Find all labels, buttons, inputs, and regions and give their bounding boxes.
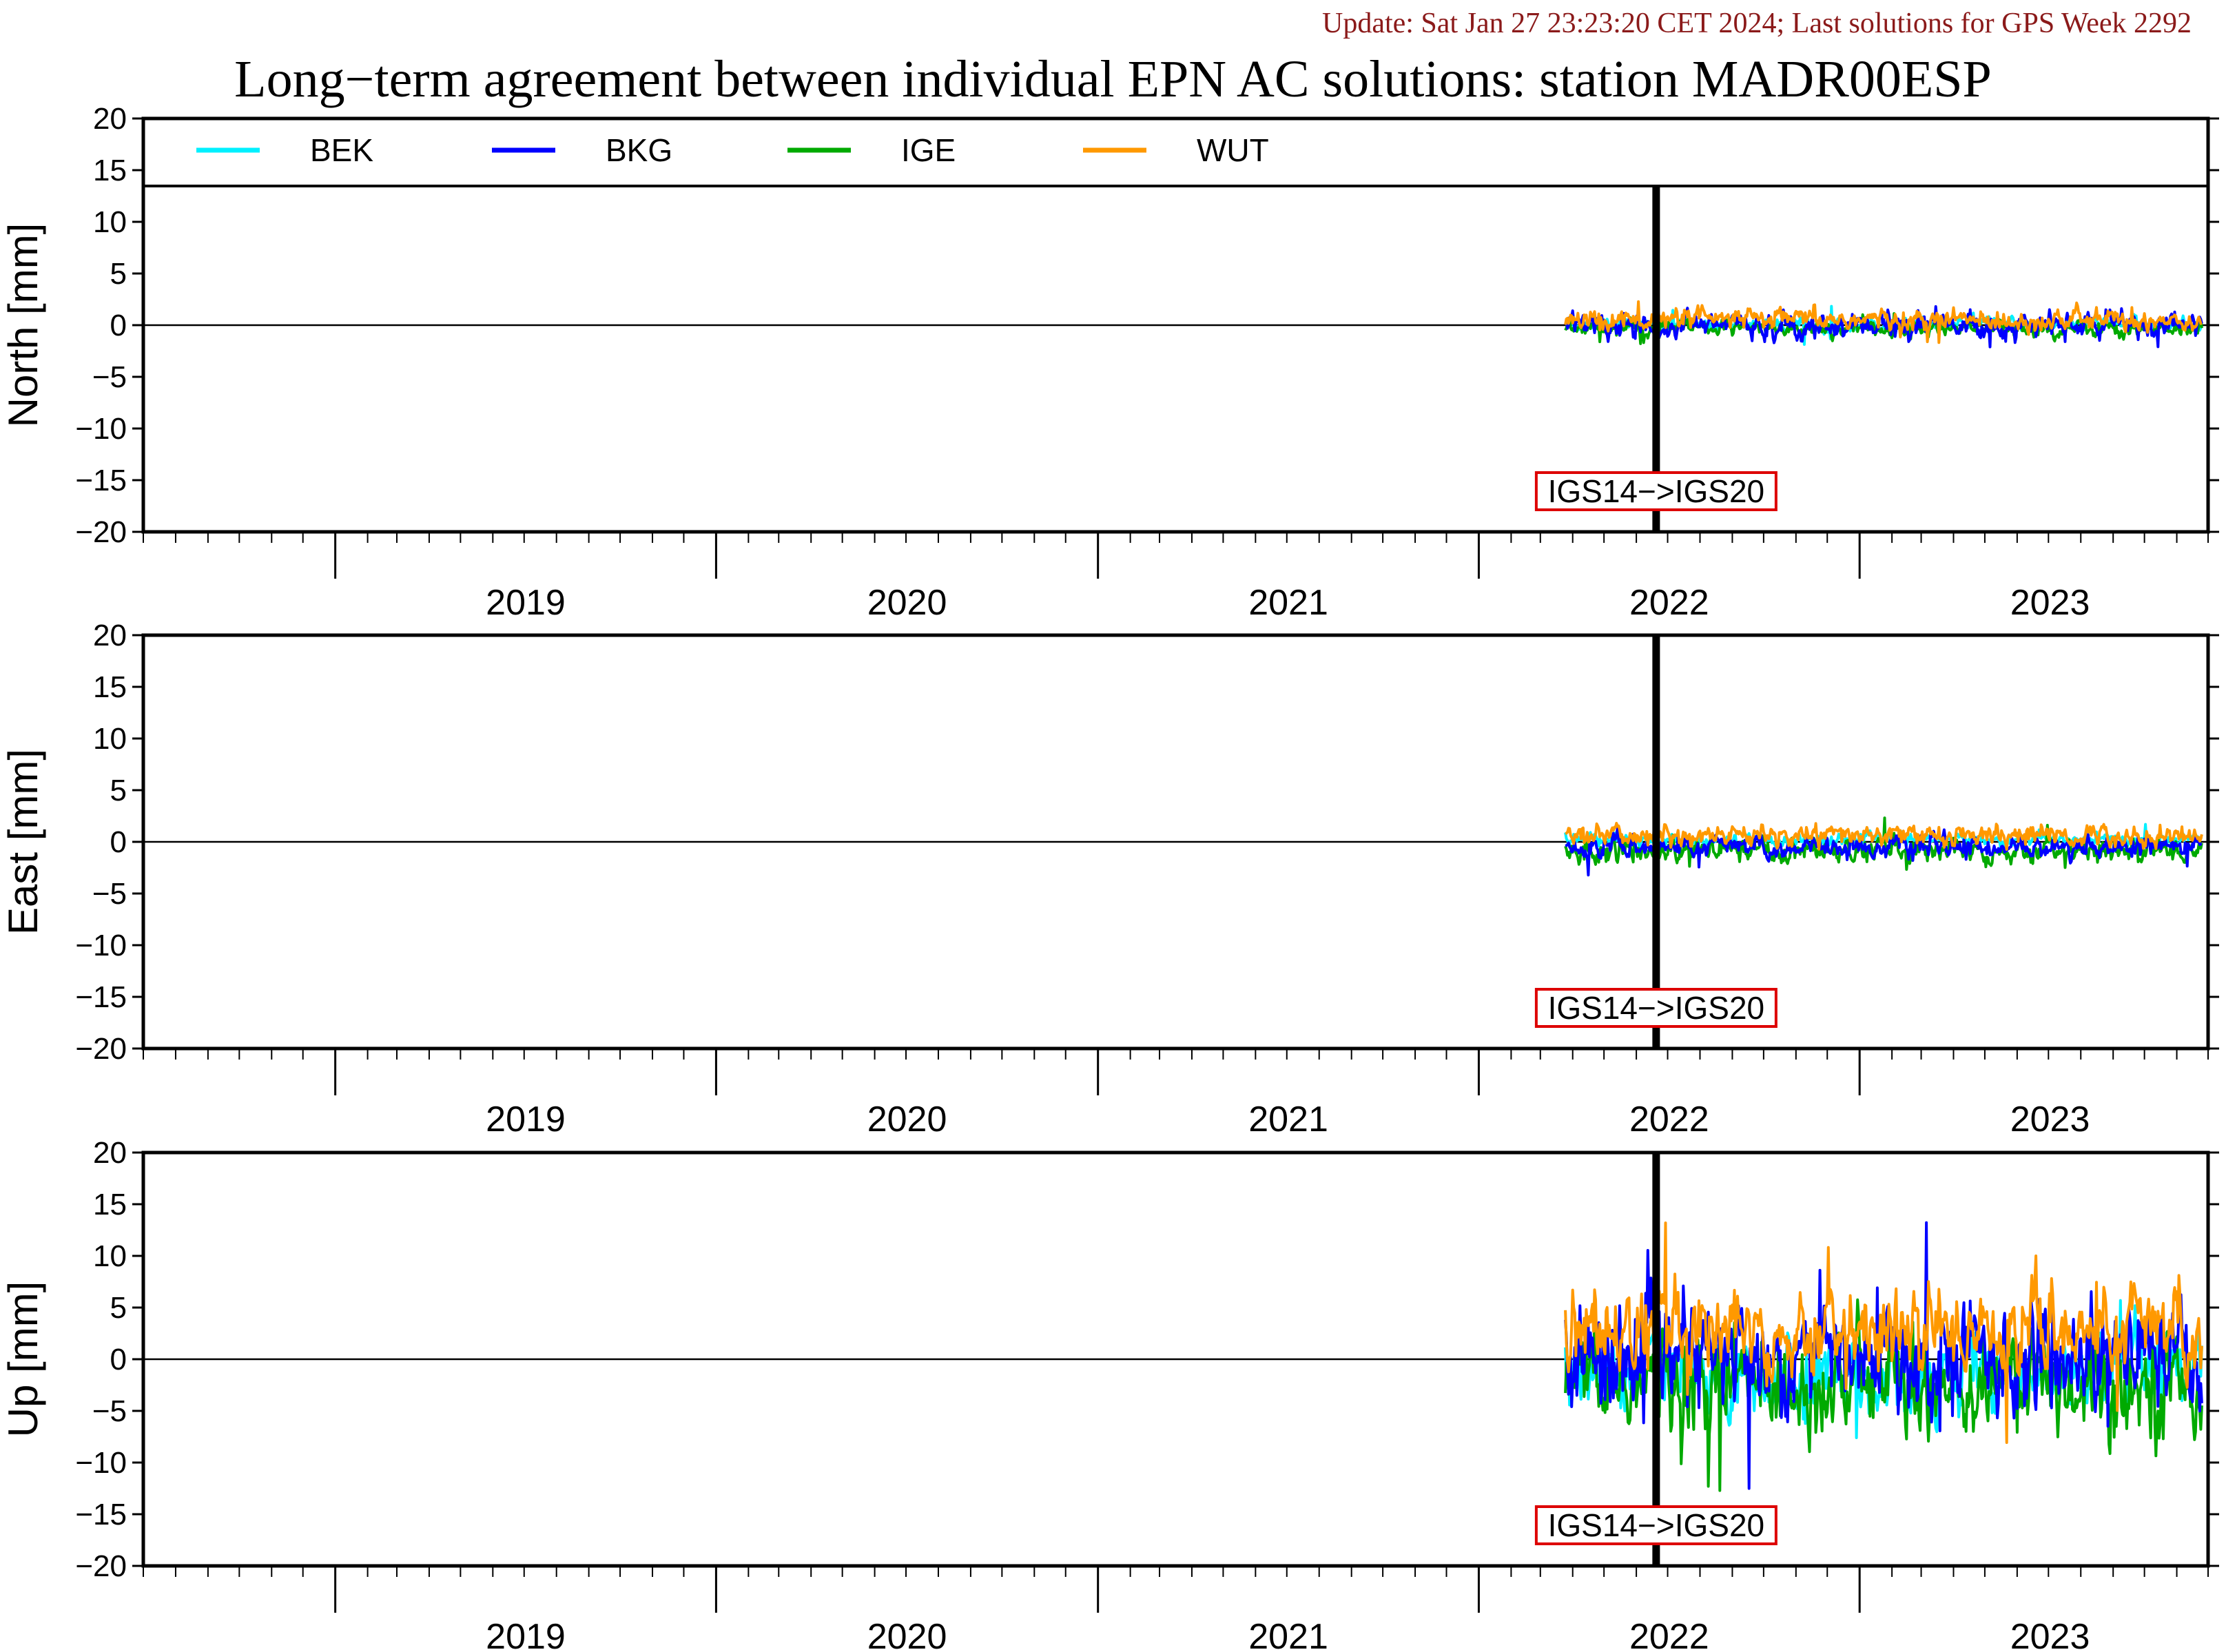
plot-frame-overlay (141, 116, 2210, 534)
y-tick-label: −5 (92, 877, 127, 911)
x-year-label: 2021 (1248, 1099, 1328, 1139)
y-axis-title: North [mm] (0, 223, 46, 428)
y-tick-label: 20 (93, 1136, 127, 1170)
y-tick-label: 10 (93, 722, 127, 756)
annotation-box (1534, 471, 1777, 511)
y-tick-label: −5 (92, 1394, 127, 1428)
legend-label-ige: IGE (901, 132, 956, 168)
x-year-label: 2022 (1629, 1099, 1709, 1139)
x-year-label: 2021 (1248, 583, 1328, 623)
update-note: Update: Sat Jan 27 23:23:20 CET 2024; La… (1321, 8, 2192, 39)
y-tick-label: −20 (75, 1549, 127, 1583)
annotation-box (1534, 1505, 1777, 1545)
annotation-label: IGS14−>IGS20 (1548, 1507, 1765, 1543)
x-year-label: 2019 (486, 1099, 566, 1139)
series-line-bkg (1564, 1221, 2203, 1490)
x-year-label: 2022 (1629, 1617, 1709, 1652)
y-tick-label: −15 (75, 1498, 127, 1531)
legend-label-wut: WUT (1197, 132, 1269, 168)
y-tick-label: −10 (75, 412, 127, 446)
y-tick-label: 10 (93, 205, 127, 239)
y-tick-label: 15 (93, 670, 127, 704)
y-axis-title: Up [mm] (0, 1281, 46, 1438)
y-tick-label: 5 (110, 257, 127, 291)
series-line-wut (1565, 822, 2203, 851)
y-tick-label: 5 (110, 774, 127, 807)
x-year-label: 2020 (867, 583, 947, 623)
x-year-label: 2022 (1629, 583, 1709, 623)
x-year-label: 2023 (2010, 583, 2090, 623)
y-tick-label: −15 (75, 980, 127, 1014)
annotation-box (1534, 988, 1777, 1028)
y-tick-label: −10 (75, 1446, 127, 1480)
x-year-label: 2020 (867, 1617, 947, 1652)
legend-label-bkg: BKG (606, 132, 672, 168)
y-tick-label: 15 (93, 154, 127, 187)
series-line-wut (1564, 300, 2203, 344)
series-line-bkg (1564, 305, 2203, 349)
y-tick-label: 15 (93, 1188, 127, 1221)
legend-box (142, 117, 2209, 187)
y-tick-label: 0 (110, 309, 127, 342)
y-tick-label: −20 (75, 1032, 127, 1066)
x-year-label: 2023 (2010, 1617, 2090, 1652)
annotation-label: IGS14−>IGS20 (1548, 990, 1765, 1026)
y-tick-label: 0 (110, 825, 127, 859)
chart-title: Long−term agreement between individual E… (234, 50, 1992, 108)
y-axis-title: East [mm] (0, 749, 46, 935)
y-tick-label: 0 (110, 1343, 127, 1376)
y-tick-label: −10 (75, 929, 127, 962)
x-year-label: 2021 (1248, 1617, 1328, 1652)
y-tick-label: 10 (93, 1239, 127, 1273)
x-year-label: 2023 (2010, 1099, 2090, 1139)
x-year-label: 2019 (486, 583, 566, 623)
y-tick-label: 20 (93, 619, 127, 652)
x-year-label: 2019 (486, 1617, 566, 1652)
series-line-wut (1564, 1221, 2203, 1444)
x-year-label: 2020 (867, 1099, 947, 1139)
y-tick-label: −20 (75, 515, 127, 549)
annotation-label: IGS14−>IGS20 (1548, 473, 1765, 509)
y-tick-label: 20 (93, 102, 127, 136)
y-tick-label: 5 (110, 1291, 127, 1325)
y-tick-label: −5 (92, 360, 127, 394)
legend-label-bek: BEK (310, 132, 373, 168)
y-tick-label: −15 (75, 464, 127, 497)
